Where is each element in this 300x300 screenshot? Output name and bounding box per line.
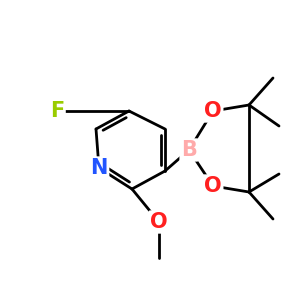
Text: F: F <box>50 101 64 121</box>
Text: O: O <box>204 176 222 196</box>
Text: N: N <box>90 158 108 178</box>
Text: O: O <box>204 101 222 121</box>
Text: B: B <box>181 140 197 160</box>
Text: O: O <box>150 212 168 232</box>
